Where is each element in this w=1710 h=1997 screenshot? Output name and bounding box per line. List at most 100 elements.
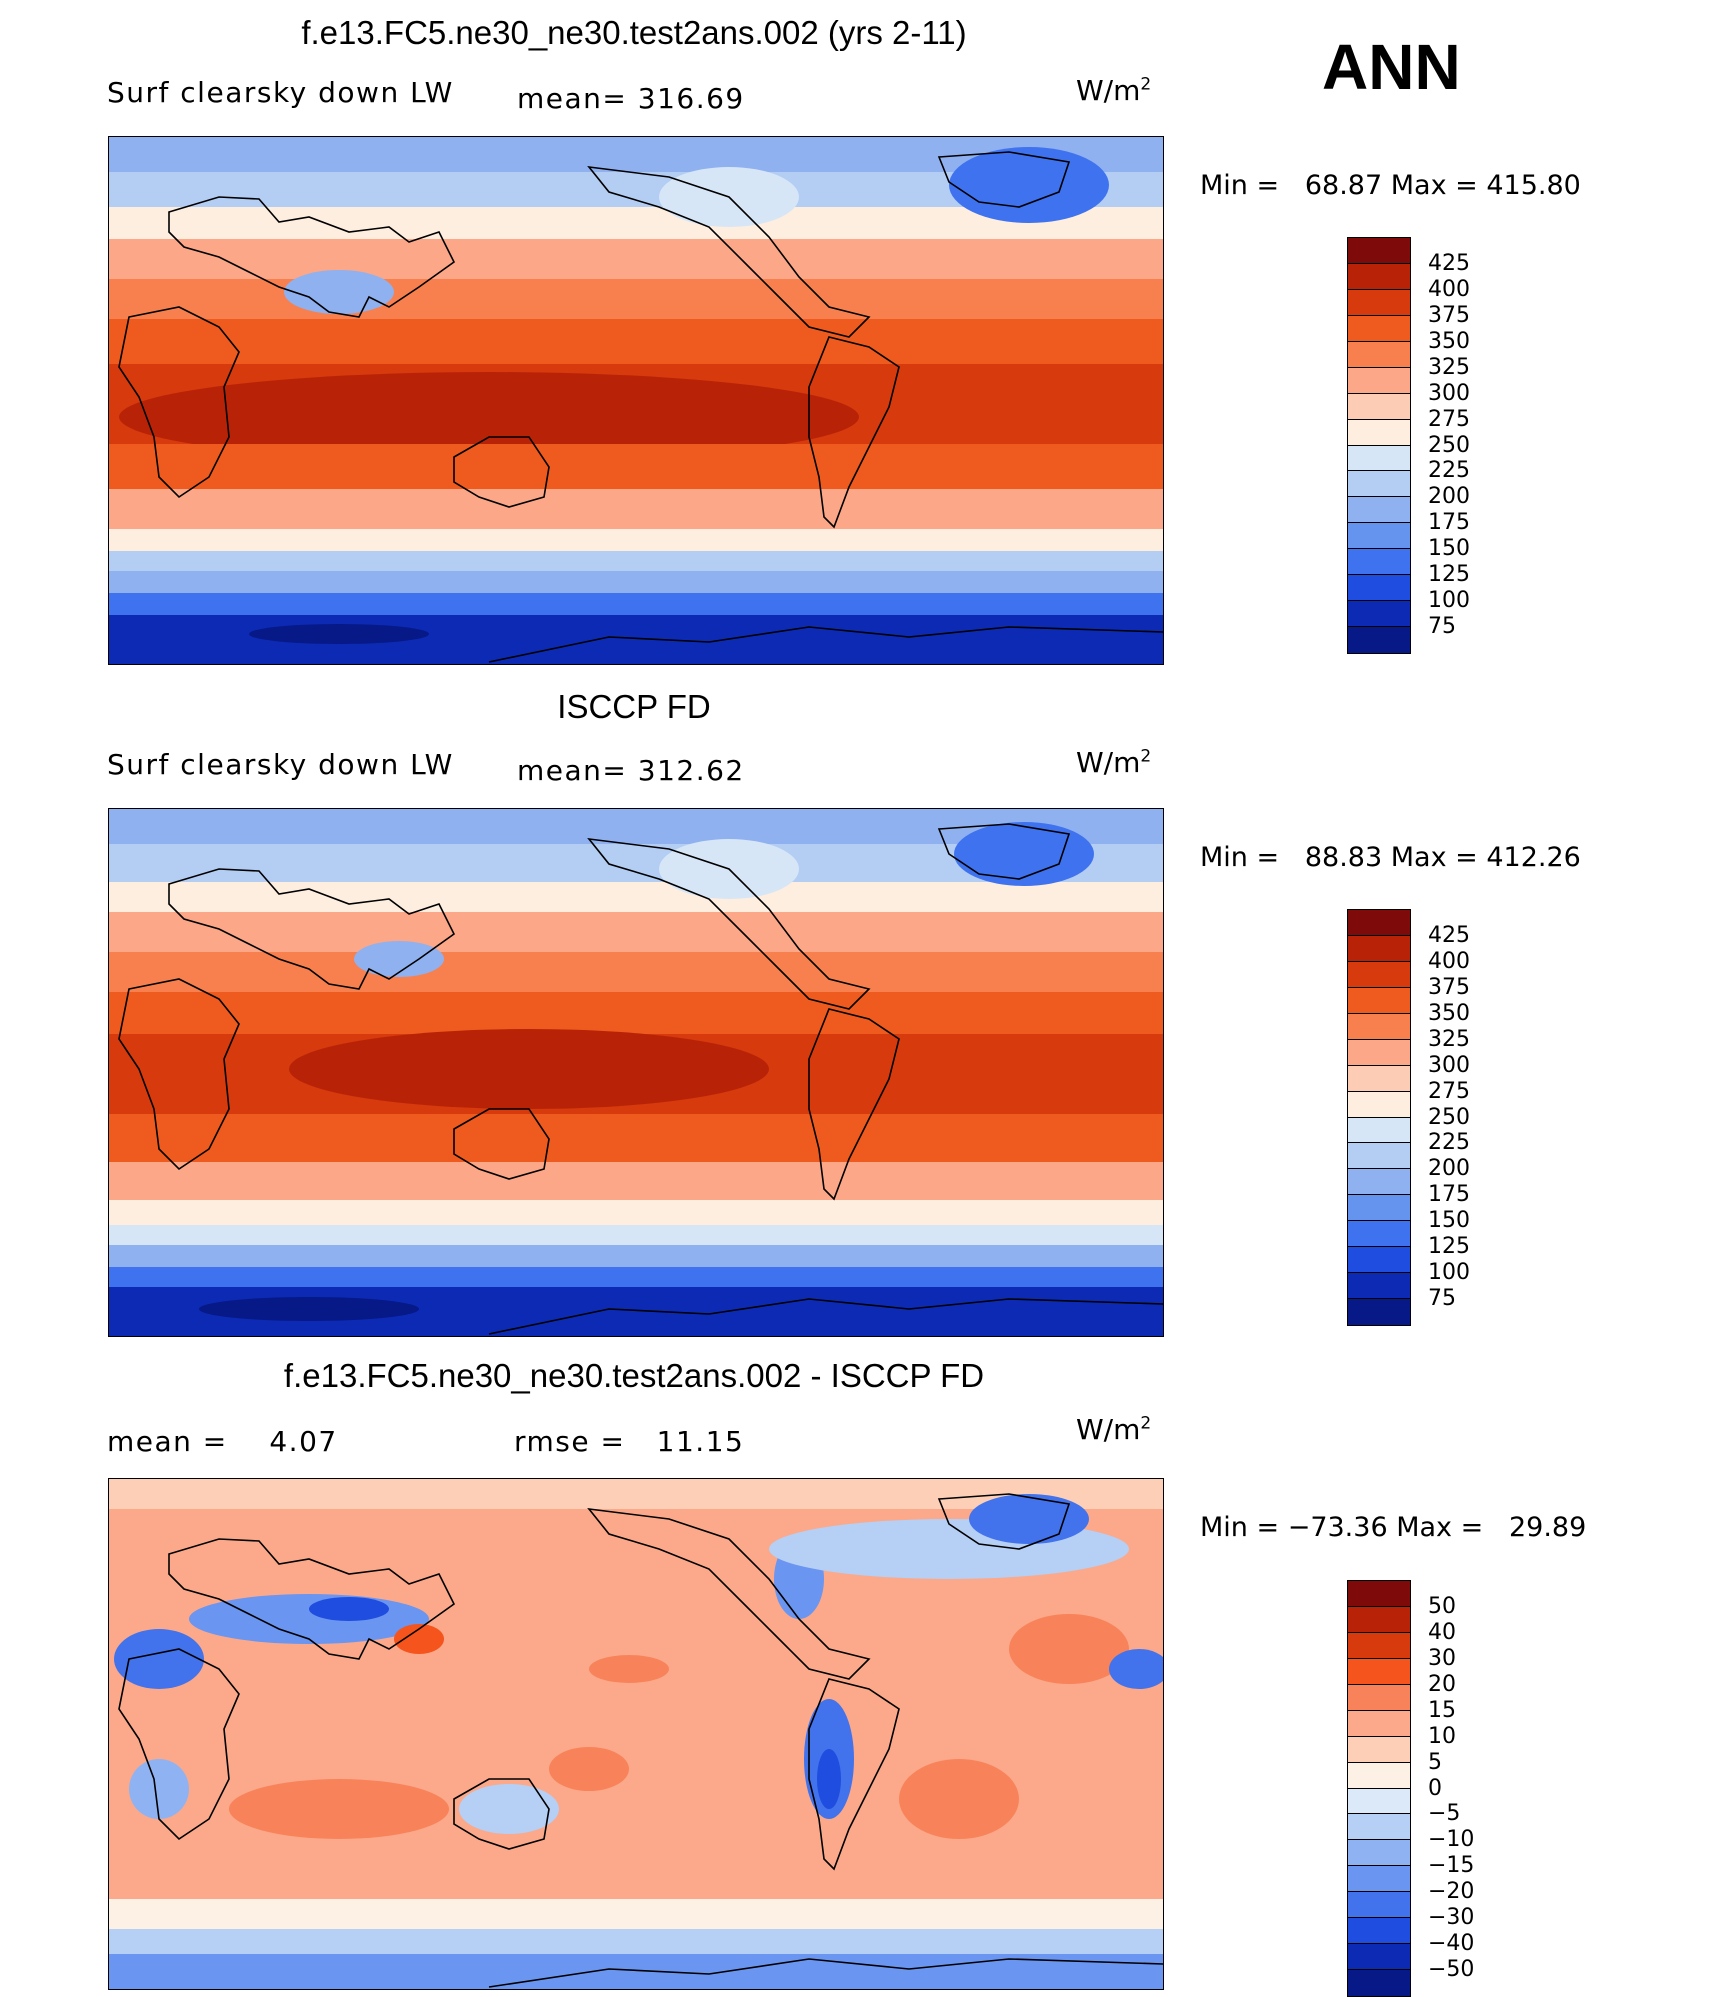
colorbar-swatch bbox=[1348, 1840, 1410, 1867]
colorbar-tick-label: 250 bbox=[1428, 1104, 1470, 1130]
colorbar-tick-label: 10 bbox=[1428, 1723, 1456, 1749]
colorbar-swatch bbox=[1348, 1762, 1410, 1789]
colorbar-swatch bbox=[1348, 1117, 1410, 1144]
colorbar-model bbox=[1347, 237, 1411, 654]
colorbar-swatch bbox=[1348, 910, 1410, 936]
colorbar-tick-label: 175 bbox=[1428, 1182, 1470, 1208]
units-label-obs: W/m2 bbox=[1076, 746, 1152, 779]
colorbar-swatch bbox=[1348, 497, 1410, 524]
colorbar-swatch bbox=[1348, 1710, 1410, 1737]
mean-label-obs: mean= 312.62 bbox=[517, 754, 745, 787]
colorbar-tick-label: 0 bbox=[1428, 1775, 1442, 1801]
panel-title-obs: ISCCP FD bbox=[557, 688, 711, 725]
colorbar-diff bbox=[1347, 1580, 1411, 1997]
colorbar-swatch bbox=[1348, 1143, 1410, 1170]
colorbar-tick-label: 5 bbox=[1428, 1749, 1442, 1775]
variable-label-model: Surf clearsky down LW bbox=[107, 76, 454, 109]
mean-label-model: mean= 316.69 bbox=[517, 82, 745, 115]
colorbar-swatch bbox=[1348, 987, 1410, 1014]
map-diff-canvas bbox=[109, 1479, 1163, 1989]
units-label-model: W/m2 bbox=[1076, 74, 1152, 107]
colorbar-swatch bbox=[1348, 1944, 1410, 1971]
units-label-diff: W/m2 bbox=[1076, 1413, 1152, 1446]
colorbar-swatch bbox=[1348, 1247, 1410, 1274]
colorbar-swatch bbox=[1348, 1195, 1410, 1222]
colorbar-swatch bbox=[1348, 445, 1410, 472]
colorbar-tick-label: 75 bbox=[1428, 1286, 1456, 1312]
colorbar-labels-diff: 50 40 30 20 15 10 5 0 −5 −10 −15 −20 −30 −40 −50 bbox=[1428, 1580, 1508, 1995]
colorbar-obs bbox=[1347, 909, 1411, 1326]
colorbar-tick-label: −50 bbox=[1428, 1957, 1475, 1983]
colorbar-swatch bbox=[1348, 523, 1410, 550]
variable-label-obs: Surf clearsky down LW bbox=[107, 748, 454, 781]
colorbar-tick-label: 200 bbox=[1428, 1156, 1470, 1182]
colorbar-tick-label: 425 bbox=[1428, 250, 1470, 276]
colorbar-tick-label: 325 bbox=[1428, 1026, 1470, 1052]
colorbar-tick-label: −10 bbox=[1428, 1827, 1475, 1853]
colorbar-swatch bbox=[1348, 961, 1410, 988]
colorbar-swatch bbox=[1348, 1299, 1410, 1325]
colorbar-swatch bbox=[1348, 1918, 1410, 1945]
colorbar-swatch bbox=[1348, 1866, 1410, 1893]
colorbar-tick-label: 350 bbox=[1428, 1000, 1470, 1026]
colorbar-tick-label: 300 bbox=[1428, 1052, 1470, 1078]
colorbar-swatch bbox=[1348, 367, 1410, 394]
panel-title-model: f.e13.FC5.ne30_ne30.test2ans.002 (yrs 2-… bbox=[301, 14, 967, 51]
season-label: ANN bbox=[1322, 31, 1461, 103]
colorbar-swatch bbox=[1348, 393, 1410, 420]
colorbar-tick-label: 200 bbox=[1428, 484, 1470, 510]
map-diff bbox=[108, 1478, 1164, 1990]
colorbar-tick-label: 425 bbox=[1428, 922, 1470, 948]
colorbar-tick-label: 150 bbox=[1428, 1208, 1470, 1234]
colorbar-swatch bbox=[1348, 575, 1410, 602]
colorbar-swatch bbox=[1348, 1581, 1410, 1607]
colorbar-swatch bbox=[1348, 1892, 1410, 1919]
map-model-canvas bbox=[109, 137, 1163, 664]
colorbar-swatch bbox=[1348, 1013, 1410, 1040]
colorbar-swatch bbox=[1348, 419, 1410, 446]
colorbar-tick-label: 325 bbox=[1428, 354, 1470, 380]
colorbar-swatch bbox=[1348, 1632, 1410, 1659]
colorbar-tick-label: 175 bbox=[1428, 510, 1470, 536]
colorbar-tick-label: 50 bbox=[1428, 1593, 1456, 1619]
colorbar-swatch bbox=[1348, 601, 1410, 628]
colorbar-swatch bbox=[1348, 1039, 1410, 1066]
colorbar-swatch bbox=[1348, 1273, 1410, 1300]
colorbar-swatch bbox=[1348, 1065, 1410, 1092]
colorbar-swatch bbox=[1348, 341, 1410, 368]
mean-label-diff: mean = 4.07 bbox=[107, 1425, 338, 1458]
colorbar-swatch bbox=[1348, 263, 1410, 290]
map-obs bbox=[108, 808, 1164, 1337]
colorbar-tick-label: 150 bbox=[1428, 536, 1470, 562]
colorbar-swatch bbox=[1348, 1684, 1410, 1711]
colorbar-tick-label: 20 bbox=[1428, 1671, 1456, 1697]
colorbar-tick-label: 225 bbox=[1428, 458, 1470, 484]
colorbar-tick-label: 400 bbox=[1428, 276, 1470, 302]
colorbar-swatch bbox=[1348, 1221, 1410, 1248]
colorbar-swatch bbox=[1348, 238, 1410, 264]
colorbar-tick-label: 100 bbox=[1428, 1260, 1470, 1286]
colorbar-swatch bbox=[1348, 471, 1410, 498]
colorbar-swatch bbox=[1348, 1658, 1410, 1685]
colorbar-tick-label: 30 bbox=[1428, 1645, 1456, 1671]
minmax-label-model: Min = 68.87 Max = 415.80 bbox=[1200, 170, 1581, 201]
colorbar-tick-label: 100 bbox=[1428, 588, 1470, 614]
colorbar-tick-label: 75 bbox=[1428, 614, 1456, 640]
colorbar-tick-label: −30 bbox=[1428, 1905, 1475, 1931]
colorbar-swatch bbox=[1348, 1814, 1410, 1841]
colorbar-swatch bbox=[1348, 1606, 1410, 1633]
colorbar-tick-label: 275 bbox=[1428, 1078, 1470, 1104]
colorbar-labels-model: 425 400 375 350 325 300 275 250 225 200 175 150 125 1… bbox=[1428, 237, 1508, 652]
minmax-label-obs: Min = 88.83 Max = 412.26 bbox=[1200, 842, 1581, 873]
colorbar-swatch bbox=[1348, 1091, 1410, 1118]
colorbar-tick-label: 400 bbox=[1428, 948, 1470, 974]
colorbar-tick-label: 300 bbox=[1428, 380, 1470, 406]
colorbar-tick-label: −40 bbox=[1428, 1931, 1475, 1957]
panel-title-diff: f.e13.FC5.ne30_ne30.test2ans.002 - ISCCP… bbox=[283, 1357, 985, 1394]
colorbar-tick-label: 125 bbox=[1428, 1234, 1470, 1260]
colorbar-tick-label: 275 bbox=[1428, 406, 1470, 432]
colorbar-swatch bbox=[1348, 627, 1410, 653]
colorbar-swatch bbox=[1348, 1736, 1410, 1763]
colorbar-swatch bbox=[1348, 1169, 1410, 1196]
colorbar-tick-label: 375 bbox=[1428, 974, 1470, 1000]
